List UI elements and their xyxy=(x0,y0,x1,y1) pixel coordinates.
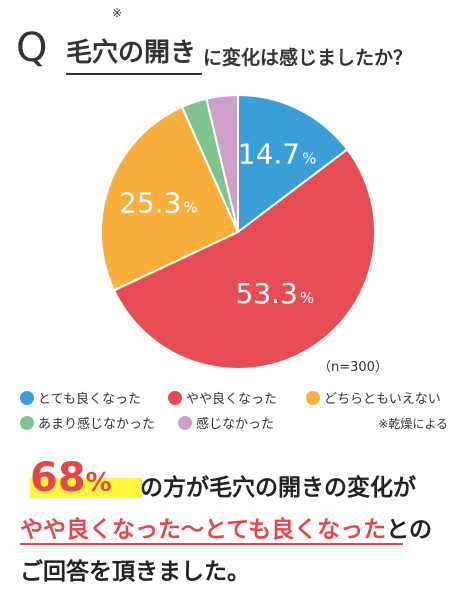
legend-dot-icon xyxy=(178,415,192,430)
legend-label: 感じなかった xyxy=(196,417,275,432)
pie-slice-very-good xyxy=(237,93,349,235)
footnote: ※乾燥による xyxy=(378,417,448,431)
summary-highlight-text: やや良くなった〜とても良くなった xyxy=(20,517,387,543)
legend-label: とても良くなった xyxy=(38,392,141,407)
summary-underline xyxy=(20,543,403,545)
percent-callout: 68% xyxy=(30,452,142,504)
asterisk-mark: ※ xyxy=(112,6,123,20)
percent-highlight xyxy=(30,478,142,498)
pie-label-very-good: 14.7% xyxy=(238,138,317,171)
pie-slice-neutral xyxy=(100,105,240,292)
legend-label: やや良くなった xyxy=(186,392,278,407)
summary-line-2: やや良くなった〜とても良くなったとの xyxy=(20,510,450,546)
summary-text-1: の方が毛穴の開きの変化が xyxy=(140,475,416,501)
pie-label-somewhat-good: 53.3% xyxy=(236,277,315,310)
legend-dot-icon xyxy=(306,390,320,405)
question-letter: Q xyxy=(16,25,48,71)
pie-label-neutral: 25.3% xyxy=(119,186,198,219)
sample-size-note: （n=300） xyxy=(318,360,388,375)
pie-slice-somewhat-good xyxy=(112,147,376,370)
summary-line-3: ご回答を頂きました。 xyxy=(20,559,250,585)
pie-slice-not-felt xyxy=(205,93,239,233)
summary-text-2: との xyxy=(386,517,432,543)
question-underline xyxy=(66,73,202,75)
legend-item-neutral: どちらともいえない xyxy=(306,388,441,407)
legend-dot-icon xyxy=(20,415,34,430)
legend-item-little-felt: あまり感じなかった xyxy=(20,413,155,432)
percent-number: 68 xyxy=(30,455,86,501)
legend-label: あまり感じなかった xyxy=(38,417,156,432)
legend-label: どちらともいえない xyxy=(324,392,441,407)
question-keyword: 毛穴の開き xyxy=(66,38,197,68)
percent-sign: % xyxy=(85,468,112,498)
legend-item-somewhat-good: やや良くなった xyxy=(168,388,277,407)
summary-line-1: 68% の方が毛穴の開きの変化が xyxy=(20,452,450,504)
legend-dot-icon xyxy=(20,390,34,405)
legend-item-not-felt: 感じなかった xyxy=(178,413,274,432)
legend-item-very-good: とても良くなった xyxy=(20,388,141,407)
legend-dot-icon xyxy=(168,390,182,405)
question-text: に変化は感じましたか？ xyxy=(203,47,413,69)
